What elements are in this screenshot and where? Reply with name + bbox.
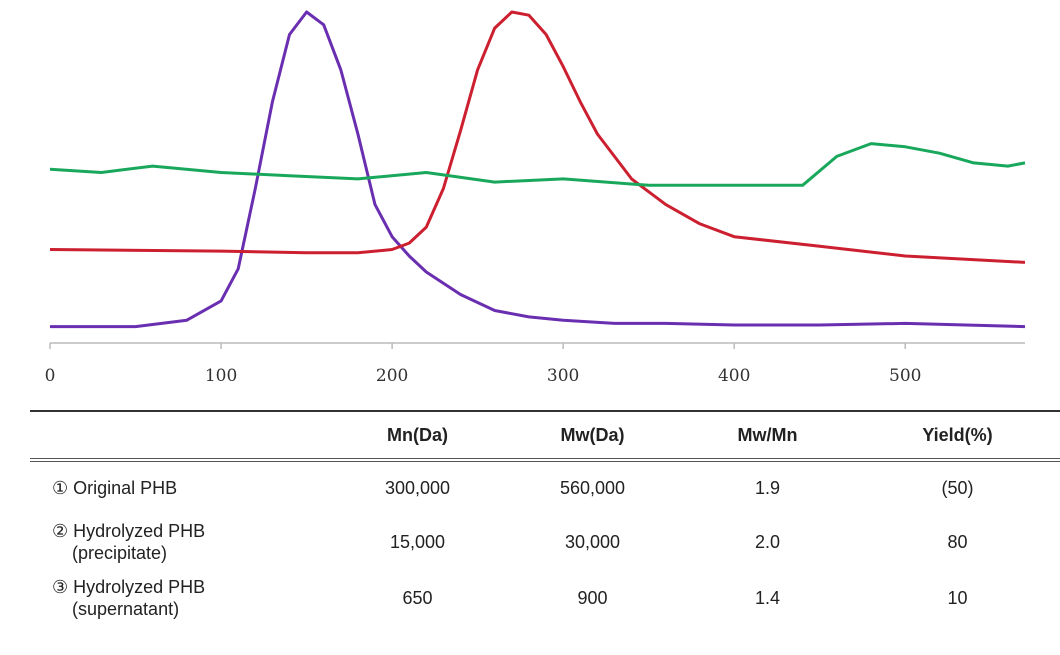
- mw-value: 560,000: [559, 477, 626, 498]
- series-line-3: [49, 142, 1026, 187]
- yield-value: 80: [947, 531, 968, 552]
- sample-label: ② Hydrolyzed PHB (precipitate): [52, 521, 206, 563]
- x-tick-label: 500: [889, 366, 921, 386]
- sample-label: ③ Hydrolyzed PHB (supernatant): [52, 577, 206, 619]
- x-tick-label: 300: [547, 366, 579, 386]
- mw-value: 900: [577, 587, 608, 608]
- ratio-value: 2.0: [754, 531, 781, 552]
- header-sample: [30, 411, 330, 460]
- table-header-row: Mn(Da) Mw(Da) Mw/Mn Yield(%): [30, 411, 1060, 460]
- mn-value: 650: [402, 587, 433, 608]
- header-mw-mn: Mw/Mn: [737, 424, 798, 445]
- x-tick-label: 0: [45, 366, 56, 386]
- ratio-value: 1.4: [754, 587, 781, 608]
- table-row: ① Original PHB 300,000 560,000 1.9 (50): [30, 460, 1060, 514]
- header-mn: Mn(Da): [387, 424, 448, 445]
- yield-value: (50): [941, 477, 974, 498]
- results-table: Mn(Da) Mw(Da) Mw/Mn Yield(%) ① Original …: [30, 410, 1060, 626]
- chromatogram-chart: 0 100 200 300 400 500: [45, 10, 1026, 386]
- x-tick-label: 100: [205, 366, 237, 386]
- mn-value: 15,000: [389, 531, 446, 552]
- header-mw: Mw(Da): [560, 424, 625, 445]
- ratio-value: 1.9: [754, 477, 781, 498]
- x-tick-label: 200: [376, 366, 408, 386]
- mw-value: 30,000: [564, 531, 621, 552]
- x-tick-label: 400: [718, 366, 750, 386]
- series-layer: [49, 10, 1026, 329]
- series-line-2: [49, 10, 1026, 264]
- mn-value: 300,000: [384, 477, 451, 498]
- table-row: ② Hydrolyzed PHB (precipitate) 15,000 30…: [30, 514, 1060, 570]
- table-row: ③ Hydrolyzed PHB (supernatant) 650 900 1…: [30, 570, 1060, 626]
- x-tick-layer: 0 100 200 300 400 500: [45, 343, 921, 386]
- results-table-container: Mn(Da) Mw(Da) Mw/Mn Yield(%) ① Original …: [30, 410, 1060, 626]
- yield-value: 10: [947, 587, 968, 608]
- header-yield: Yield(%): [922, 424, 993, 445]
- sample-label: ① Original PHB: [52, 478, 178, 498]
- series-line-1: [50, 10, 1026, 329]
